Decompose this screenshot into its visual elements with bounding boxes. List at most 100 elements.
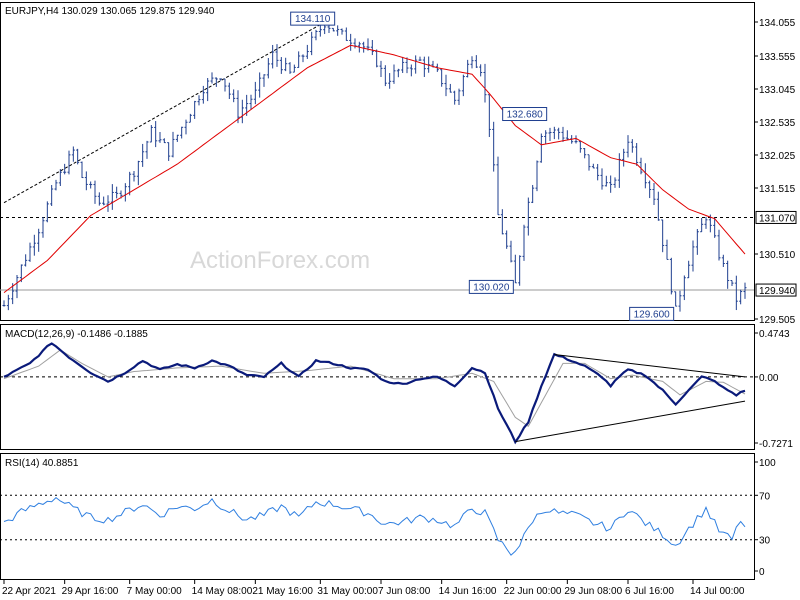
ohlc-bar [180,126,184,139]
time-axis-tick-label: 29 Apr 16:00 [62,586,119,597]
ohlc-bar [110,184,114,210]
ohlc-bar [266,58,270,79]
ohlc-bar [314,29,318,41]
rsi-axis-tick-label: 30 [759,536,771,547]
ohlc-bar [136,160,140,186]
ohlc-bar [487,94,491,137]
ohlc-bar [453,90,457,105]
ohlc-bar [591,163,595,169]
ohlc-bar [687,260,691,279]
ohlc-bar [609,175,613,193]
ohlc-bar [145,140,149,159]
ohlc-bar [115,186,119,199]
ohlc-bar [730,280,734,286]
rsi-line [3,496,746,556]
ohlc-bar [531,184,535,204]
price-panel-frame [0,2,755,321]
ohlc-bar [349,33,353,51]
rsi-axis-tick-label: 0 [759,567,765,578]
ohlc-bar [409,64,413,77]
ohlc-bar [132,170,136,182]
ohlc-bar [396,68,400,78]
ohlc-bar [275,44,279,67]
ohlc-bar [71,146,75,162]
price-annotation: 129.600 [629,306,675,321]
ohlc-bar [184,119,188,135]
ohlc-bar [305,44,309,59]
macd-axis-tick-label: 0.4743 [759,329,790,340]
ohlc-bar [565,130,569,140]
ohlc-bar [258,72,262,98]
time-axis-tick-label: 31 May 00:00 [317,586,378,597]
time-axis-tick-label: 14 Jun 16:00 [439,586,497,597]
ohlc-bar [587,154,591,171]
ohlc-bar [297,51,301,68]
ohlc-bar [557,127,561,140]
ohlc-bar [97,192,101,206]
ohlc-bar [253,81,257,105]
ohlc-bar [500,209,504,235]
ohlc-bar [405,57,409,74]
ohlc-bar [158,131,162,143]
ohlc-bar [713,217,717,238]
ohlc-bar [106,195,110,212]
moving-average-line [3,44,746,294]
price-annotation-label: 132.680 [507,110,544,121]
price-axis-tick-label: 134.055 [759,18,796,29]
ohlc-bar [652,183,656,205]
ohlc-bar [262,74,266,87]
ohlc-bar [622,148,626,167]
time-axis-tick-label: 22 Jun 00:00 [504,586,562,597]
ohlc-bar [50,185,54,206]
ohlc-bar [388,73,392,89]
ohlc-bar [483,63,487,103]
ohlc-bar [171,131,175,158]
ohlc-bar [32,234,36,256]
ohlc-bar [535,160,539,192]
level-price-box [755,210,797,224]
ohlc-bar [197,95,201,106]
macd-axis-tick-label: 0.00 [759,373,779,384]
ohlc-bar [310,31,314,56]
ohlc-bar [80,161,84,179]
level-price-label: 131.070 [759,213,796,224]
ohlc-bar [734,275,738,311]
ohlc-bar [219,78,223,81]
ohlc-bar [721,254,725,267]
ohlc-bar [323,25,327,35]
ohlc-bar [726,260,730,289]
ohlc-bar [193,100,197,119]
ohlc-bar [466,59,470,78]
ohlc-bar [340,28,344,35]
ohlc-bar [630,139,634,153]
ohlc-bar [206,78,210,102]
ohlc-bar [167,142,171,161]
ohlc-bar [656,191,660,221]
ohlc-bar [539,133,543,163]
macd-trendline [554,353,746,378]
ohlc-bar [613,177,617,188]
ohlc-bar [201,85,205,104]
ohlc-bar [41,216,45,238]
ohlc-bar [674,291,678,307]
ohlc-bar [401,56,405,73]
ohlc-bar [474,55,478,68]
ohlc-bar [583,148,587,159]
price-axis-tick-label: 132.025 [759,151,796,162]
ohlc-bar [344,27,348,41]
ohlc-bar [175,134,179,142]
ohlc-bar [45,201,49,223]
time-axis-tick-label: 21 May 16:00 [252,586,313,597]
ohlc-bar [596,163,600,181]
price-annotation: 132.680 [502,107,548,122]
ohlc-bar [279,57,283,74]
time-axis-tick-label: 7 May 00:00 [127,586,182,597]
rsi-axis-tick-label: 70 [759,491,771,502]
ohlc-bar [682,275,686,301]
ohlc-bar [15,275,19,299]
ohlc-bar [574,135,578,144]
price-axis-tick-label: 131.515 [759,184,796,195]
ohlc-bar [24,254,28,267]
rsi-panel-frame [0,453,755,580]
